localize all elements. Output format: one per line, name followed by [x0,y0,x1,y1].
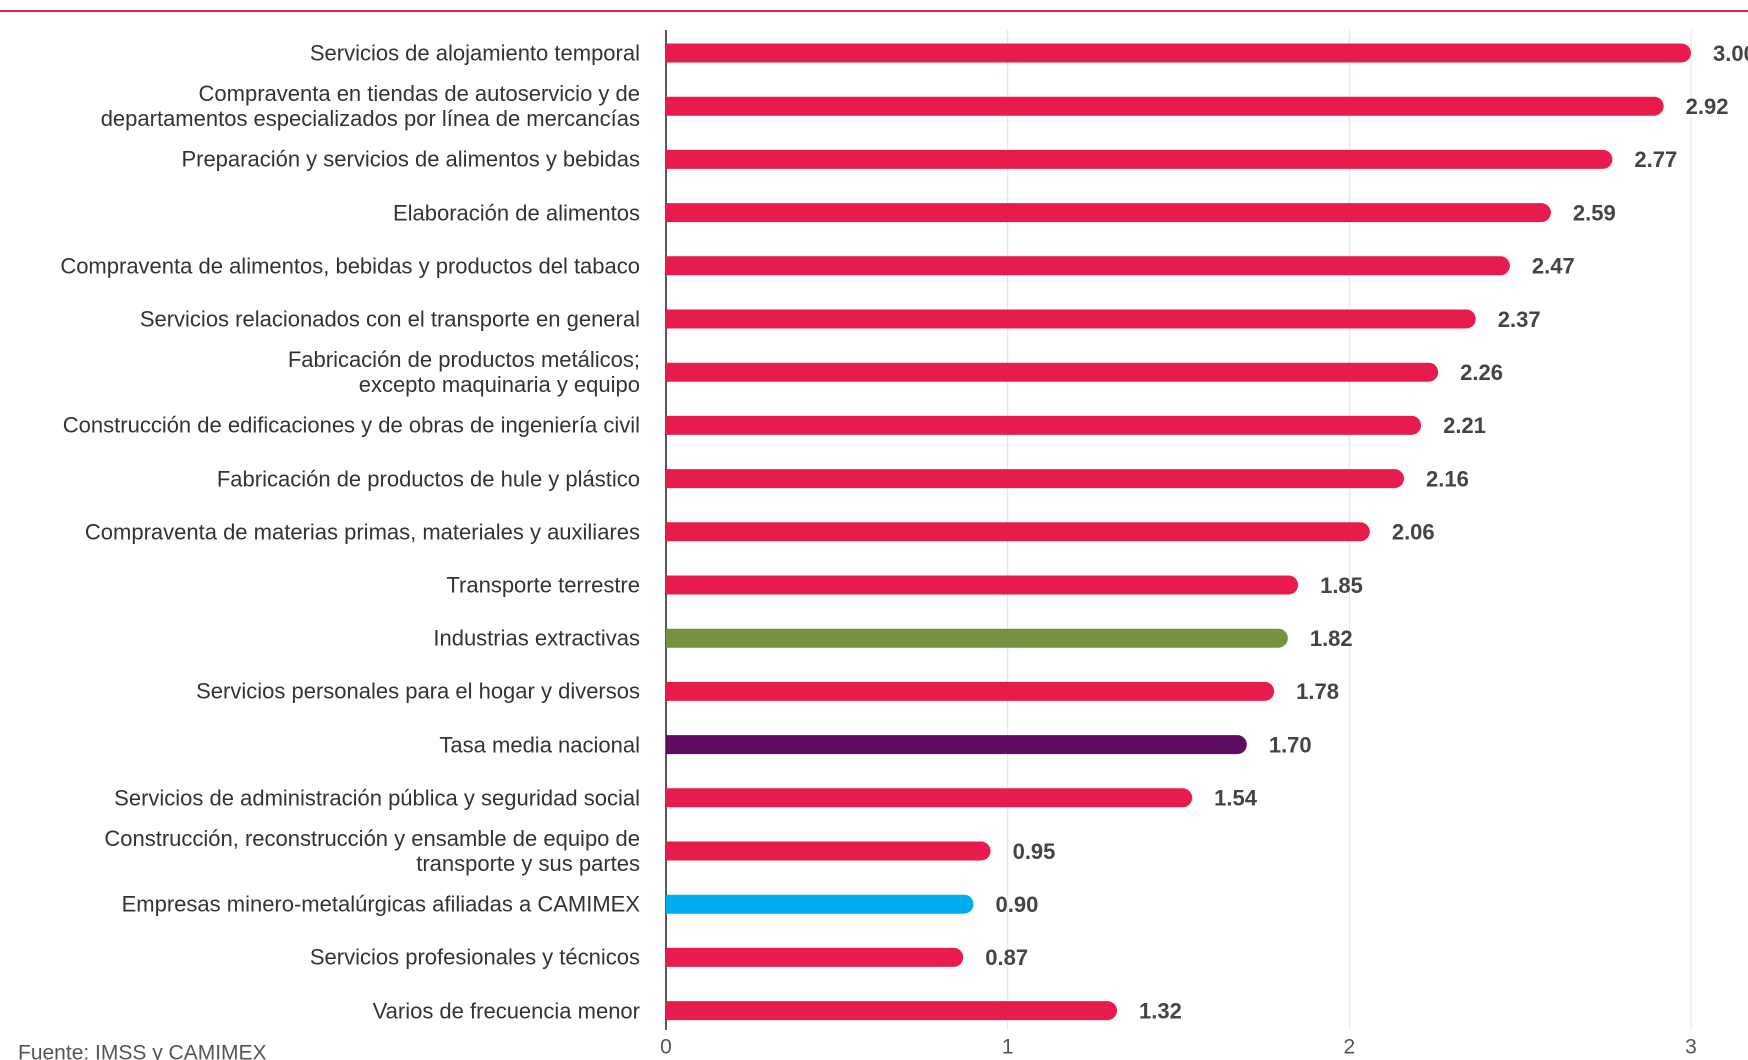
category-label: Varios de frecuencia menor [372,998,640,1024]
category-label: Construcción de edificaciones y de obras… [62,412,640,438]
x-tick-label: 2 [1343,1036,1355,1059]
category-label: Elaboración de alimentos [392,200,640,226]
value-label: 1.85 [1320,573,1363,598]
category-label: Servicios de administración pública y se… [114,785,640,811]
value-label: 2.26 [1460,360,1503,385]
bar [666,362,1439,382]
value-label: 2.92 [1686,94,1729,119]
value-label: 1.82 [1310,626,1353,651]
x-tick-label: 3 [1685,1036,1697,1059]
bar [666,256,1510,276]
category-label: Construcción, reconstrucción y ensamble … [104,826,640,876]
bar [666,149,1613,169]
bar [666,841,991,861]
value-label: 1.32 [1139,998,1182,1023]
bar [666,947,964,967]
category-label: Compraventa de alimentos, bebidas y prod… [60,253,640,279]
category-label: Tasa media nacional [439,732,640,758]
category-label: Compraventa de materias primas, material… [84,519,640,545]
bar [666,309,1476,329]
bar [666,522,1370,542]
value-label: 2.16 [1426,466,1469,491]
bar [666,96,1664,116]
category-label: Compraventa en tiendas de autoservicio y… [100,81,640,132]
value-label: 1.54 [1214,786,1258,811]
value-label: 2.77 [1634,147,1677,172]
x-tick-label: 1 [1002,1036,1014,1059]
value-label: 3.00 [1713,41,1748,66]
bar [666,735,1247,755]
category-label: Servicios relacionados con el transporte… [139,306,640,332]
category-label: Servicios personales para el hogar y div… [196,678,640,704]
source: Fuente: IMSS y CAMIMEX [18,1042,267,1060]
category-label: Industrias extractivas [433,625,640,651]
value-label: 0.87 [985,945,1028,970]
bar [666,469,1404,489]
value-label: 1.78 [1296,679,1339,704]
value-label: 2.47 [1532,254,1575,279]
bar [666,894,974,914]
category-label: Fabricación de productos de hule y plást… [216,466,640,492]
category-label: Transporte terrestre [446,572,640,598]
value-label: 2.37 [1498,307,1541,332]
category-label: Empresas minero-metalúrgicas afiliadas a… [121,891,640,917]
value-label: 2.59 [1573,200,1616,225]
category-label: Servicios profesionales y técnicos [309,944,640,970]
value-label: 2.06 [1392,520,1435,545]
bar [666,1001,1117,1021]
bar [666,415,1422,435]
x-tick-label: 0 [660,1036,672,1059]
bar [666,575,1299,595]
category-label: Preparación y servicios de alimentos y b… [181,146,640,172]
category-label: Fabricación de productos metálicos; exce… [287,347,640,398]
value-label: 0.95 [1013,839,1056,864]
category-label: Servicios de alojamiento temporal [309,40,640,66]
value-label: 2.21 [1443,413,1486,438]
bar [666,43,1691,63]
value-label: 1.70 [1269,732,1312,757]
bar [666,681,1275,701]
bar [666,203,1551,223]
bar [666,788,1193,808]
value-label: 0.90 [996,892,1039,917]
bar [666,628,1288,648]
